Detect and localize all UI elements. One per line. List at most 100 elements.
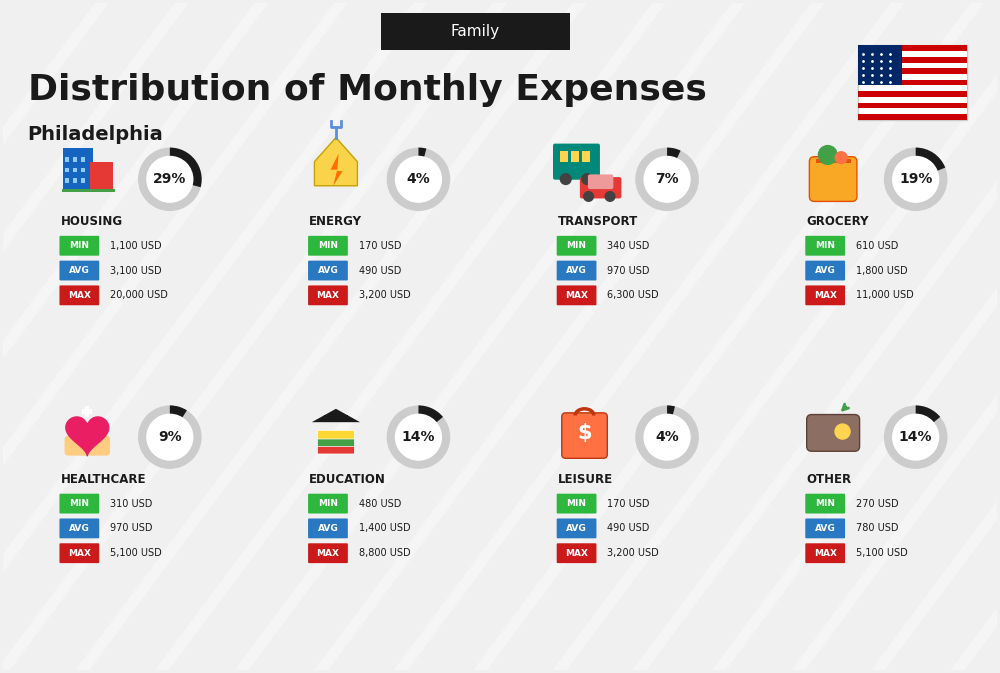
Text: Philadelphia: Philadelphia bbox=[28, 125, 163, 144]
Wedge shape bbox=[884, 405, 948, 469]
Wedge shape bbox=[667, 147, 681, 159]
Text: EDUCATION: EDUCATION bbox=[309, 473, 386, 487]
FancyBboxPatch shape bbox=[557, 285, 596, 306]
FancyBboxPatch shape bbox=[317, 446, 354, 454]
Text: 7%: 7% bbox=[655, 172, 679, 186]
FancyBboxPatch shape bbox=[317, 430, 354, 439]
FancyBboxPatch shape bbox=[308, 236, 348, 256]
FancyBboxPatch shape bbox=[807, 415, 860, 451]
Text: $: $ bbox=[577, 423, 592, 443]
FancyBboxPatch shape bbox=[557, 543, 596, 563]
FancyBboxPatch shape bbox=[65, 178, 69, 183]
Text: 490 USD: 490 USD bbox=[607, 524, 650, 534]
Polygon shape bbox=[331, 153, 343, 186]
FancyBboxPatch shape bbox=[59, 518, 99, 538]
FancyBboxPatch shape bbox=[816, 159, 851, 163]
Text: 8,800 USD: 8,800 USD bbox=[359, 548, 410, 558]
FancyBboxPatch shape bbox=[73, 157, 77, 162]
FancyBboxPatch shape bbox=[85, 406, 89, 417]
FancyBboxPatch shape bbox=[308, 494, 348, 513]
Text: MAX: MAX bbox=[565, 291, 588, 300]
FancyBboxPatch shape bbox=[805, 518, 845, 538]
Polygon shape bbox=[312, 409, 360, 422]
Circle shape bbox=[560, 174, 571, 184]
Text: MIN: MIN bbox=[567, 499, 587, 508]
Text: 20,000 USD: 20,000 USD bbox=[110, 290, 168, 300]
FancyBboxPatch shape bbox=[381, 13, 570, 50]
FancyBboxPatch shape bbox=[805, 260, 845, 281]
FancyBboxPatch shape bbox=[59, 260, 99, 281]
FancyBboxPatch shape bbox=[557, 260, 596, 281]
Wedge shape bbox=[387, 405, 450, 469]
Text: GROCERY: GROCERY bbox=[806, 215, 869, 228]
Wedge shape bbox=[884, 147, 948, 211]
Text: AVG: AVG bbox=[318, 266, 338, 275]
FancyBboxPatch shape bbox=[858, 80, 967, 85]
FancyBboxPatch shape bbox=[308, 260, 348, 281]
Text: 3,100 USD: 3,100 USD bbox=[110, 266, 162, 275]
Text: MAX: MAX bbox=[68, 291, 91, 300]
FancyBboxPatch shape bbox=[63, 148, 93, 191]
Text: TRANSPORT: TRANSPORT bbox=[558, 215, 638, 228]
Circle shape bbox=[893, 415, 939, 460]
Text: 14%: 14% bbox=[899, 430, 932, 444]
FancyBboxPatch shape bbox=[62, 189, 115, 192]
FancyBboxPatch shape bbox=[81, 168, 85, 172]
Text: 1,100 USD: 1,100 USD bbox=[110, 241, 162, 251]
FancyBboxPatch shape bbox=[858, 103, 967, 108]
FancyBboxPatch shape bbox=[580, 177, 621, 199]
Wedge shape bbox=[916, 147, 945, 171]
FancyBboxPatch shape bbox=[858, 45, 902, 85]
FancyBboxPatch shape bbox=[858, 45, 967, 120]
Wedge shape bbox=[418, 147, 426, 157]
FancyBboxPatch shape bbox=[82, 409, 92, 414]
Text: Distribution of Monthly Expenses: Distribution of Monthly Expenses bbox=[28, 73, 707, 107]
FancyBboxPatch shape bbox=[324, 415, 348, 422]
FancyBboxPatch shape bbox=[858, 92, 967, 97]
FancyBboxPatch shape bbox=[588, 174, 613, 189]
Circle shape bbox=[147, 156, 193, 202]
Text: MAX: MAX bbox=[68, 548, 91, 558]
FancyBboxPatch shape bbox=[65, 157, 69, 162]
Text: 780 USD: 780 USD bbox=[856, 524, 899, 534]
Polygon shape bbox=[314, 137, 357, 186]
Wedge shape bbox=[170, 147, 202, 187]
FancyBboxPatch shape bbox=[557, 494, 596, 513]
Circle shape bbox=[835, 151, 847, 164]
Text: 4%: 4% bbox=[655, 430, 679, 444]
FancyBboxPatch shape bbox=[805, 285, 845, 306]
FancyBboxPatch shape bbox=[562, 413, 607, 458]
Wedge shape bbox=[916, 405, 940, 423]
Text: 5,100 USD: 5,100 USD bbox=[110, 548, 162, 558]
Wedge shape bbox=[387, 147, 450, 211]
FancyBboxPatch shape bbox=[557, 518, 596, 538]
Wedge shape bbox=[138, 405, 202, 469]
Circle shape bbox=[644, 415, 690, 460]
FancyBboxPatch shape bbox=[553, 143, 600, 180]
Text: MAX: MAX bbox=[565, 548, 588, 558]
Text: MAX: MAX bbox=[814, 291, 837, 300]
FancyBboxPatch shape bbox=[317, 438, 354, 446]
Text: 270 USD: 270 USD bbox=[856, 499, 899, 509]
Text: 6,300 USD: 6,300 USD bbox=[607, 290, 659, 300]
Circle shape bbox=[396, 156, 441, 202]
Wedge shape bbox=[667, 405, 675, 415]
Text: 480 USD: 480 USD bbox=[359, 499, 401, 509]
FancyBboxPatch shape bbox=[858, 45, 967, 51]
FancyBboxPatch shape bbox=[81, 178, 85, 183]
Circle shape bbox=[396, 415, 441, 460]
Text: 340 USD: 340 USD bbox=[607, 241, 650, 251]
Text: HOUSING: HOUSING bbox=[60, 215, 123, 228]
Text: AVG: AVG bbox=[566, 266, 587, 275]
FancyBboxPatch shape bbox=[73, 168, 77, 172]
FancyBboxPatch shape bbox=[557, 236, 596, 256]
Text: 4%: 4% bbox=[407, 172, 430, 186]
Circle shape bbox=[605, 192, 615, 201]
Text: MIN: MIN bbox=[318, 499, 338, 508]
Text: MIN: MIN bbox=[567, 241, 587, 250]
Text: 170 USD: 170 USD bbox=[359, 241, 401, 251]
Wedge shape bbox=[138, 147, 202, 211]
Text: AVG: AVG bbox=[815, 266, 836, 275]
Text: AVG: AVG bbox=[69, 266, 90, 275]
FancyBboxPatch shape bbox=[582, 151, 590, 162]
